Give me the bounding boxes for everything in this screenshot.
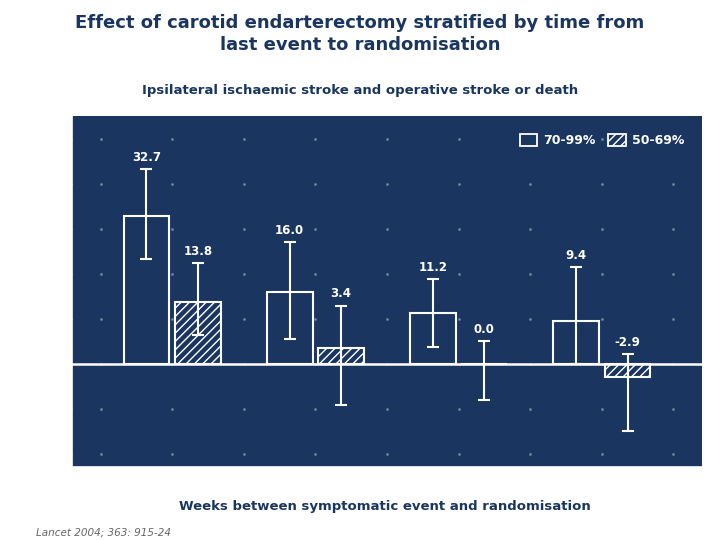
Bar [410,313,456,363]
Text: 3.4: 3.4 [330,287,351,300]
Bar [266,292,312,363]
Text: Lancet 2004; 363: 915-24: Lancet 2004; 363: 915-24 [36,527,171,537]
Bar [175,301,221,363]
Legend: 70-99%, 50-69%: 70-99%, 50-69% [515,130,690,152]
Text: 13.8: 13.8 [184,245,212,258]
Text: 9.4: 9.4 [565,249,587,262]
Text: -2.9: -2.9 [615,336,641,349]
Bar [318,348,364,363]
Text: Weeks between symptomatic event and randomisation: Weeks between symptomatic event and rand… [179,500,591,513]
Text: 11.2: 11.2 [418,261,447,274]
Text: 32.7: 32.7 [132,151,161,164]
Text: Effect of carotid endarterectomy stratified by time from
last event to randomisa: Effect of carotid endarterectomy stratif… [76,14,644,55]
Bar [605,363,650,377]
Text: 0.0: 0.0 [474,323,495,336]
Bar [124,217,169,363]
Text: Ipsilateral ischaemic stroke and operative stroke or death: Ipsilateral ischaemic stroke and operati… [142,84,578,97]
Bar [553,321,599,363]
Text: 16.0: 16.0 [275,224,304,237]
Y-axis label: ARR (%), 95% CI: ARR (%), 95% CI [17,234,30,349]
